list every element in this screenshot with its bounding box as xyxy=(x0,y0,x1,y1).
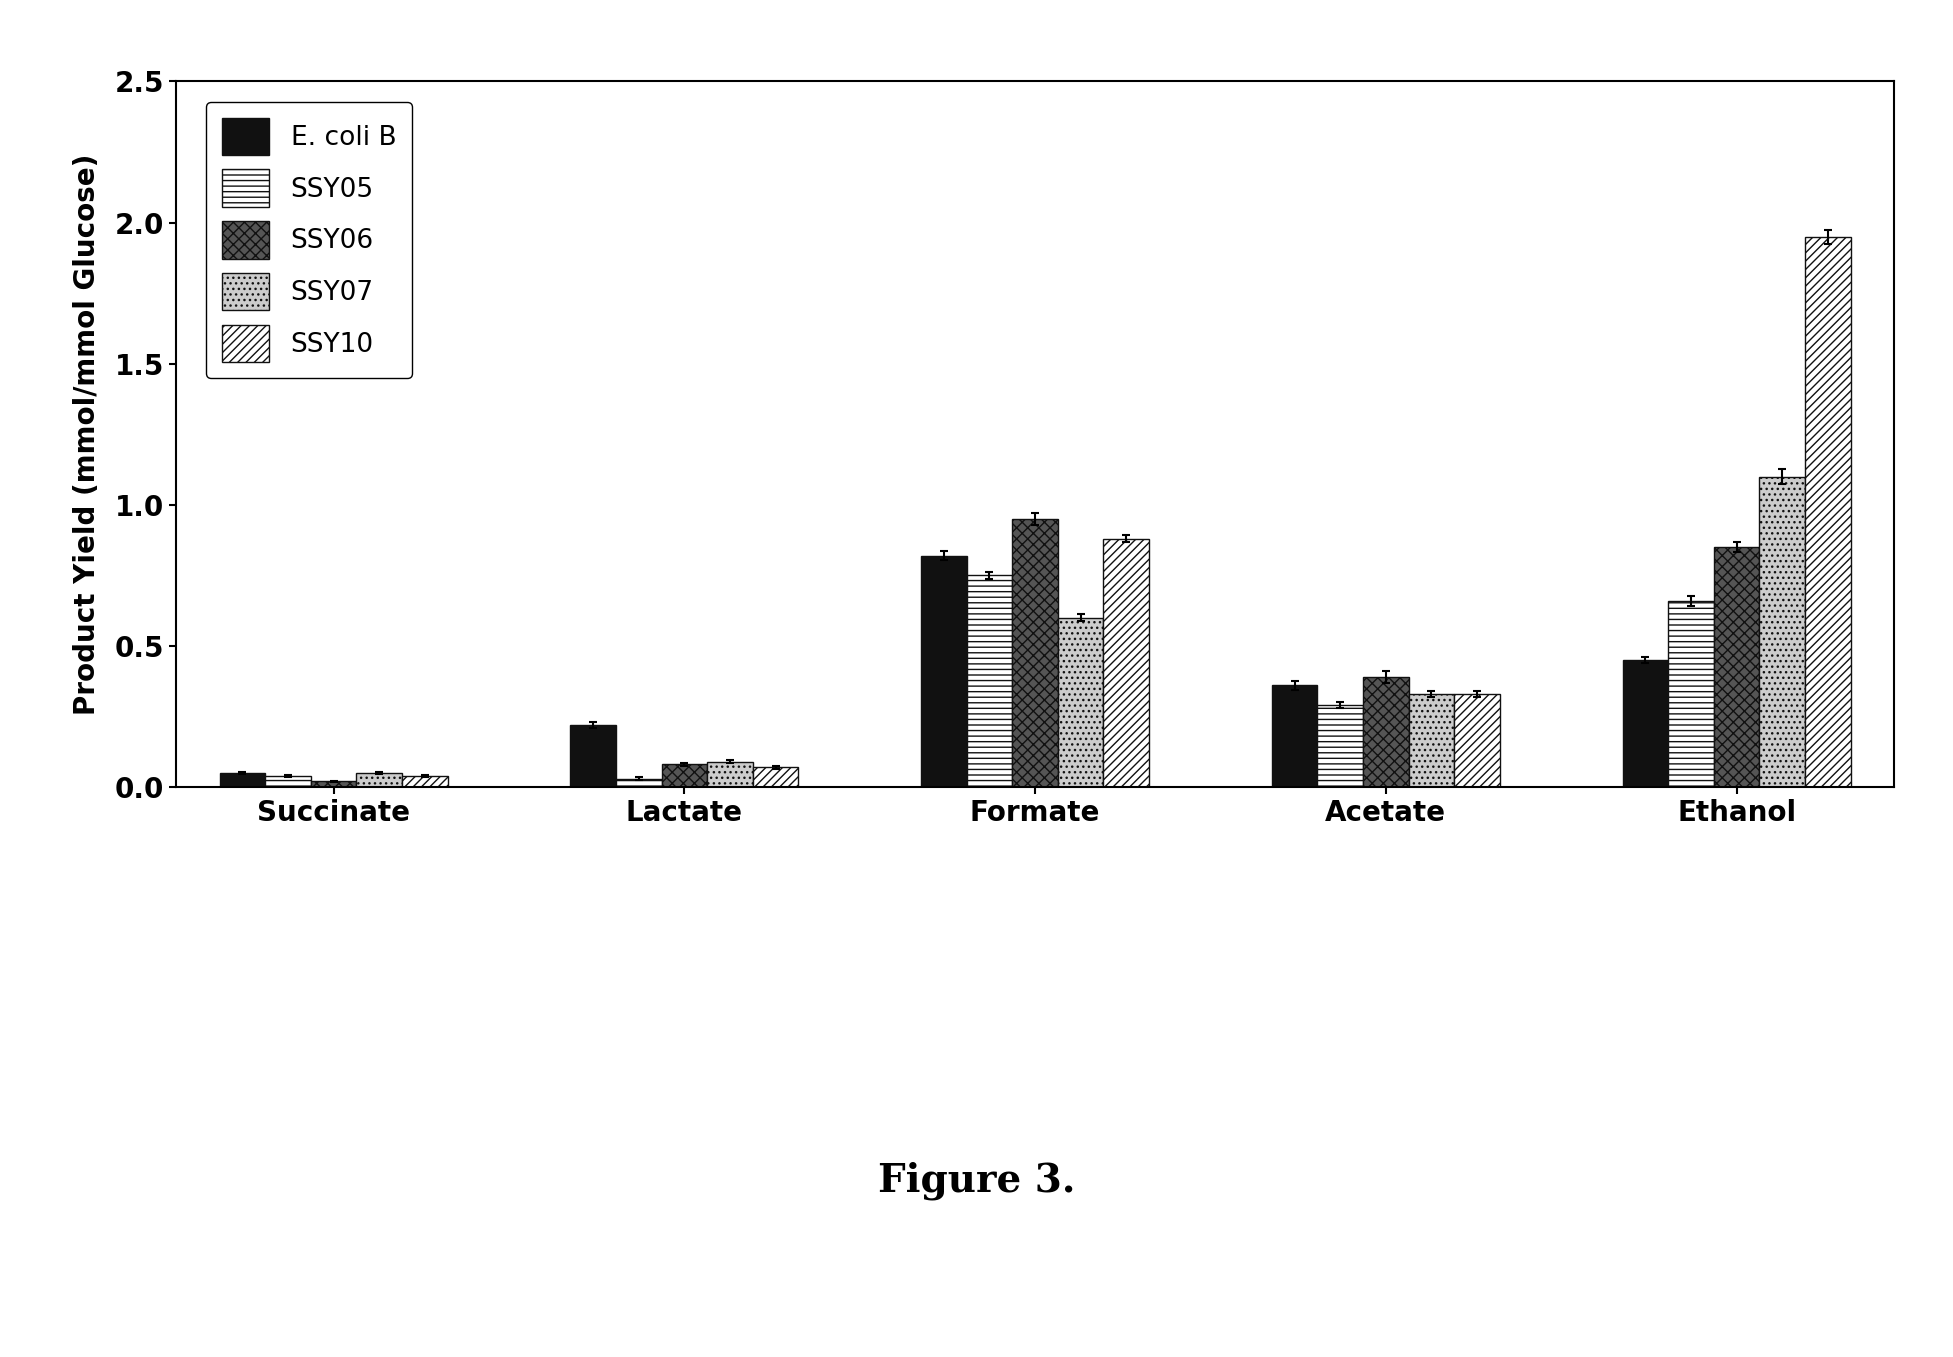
Bar xyxy=(967,575,1012,787)
Bar xyxy=(1715,547,1760,787)
Bar xyxy=(1805,236,1851,787)
Bar xyxy=(219,773,266,787)
Bar xyxy=(615,779,662,787)
Bar xyxy=(402,776,447,787)
Bar xyxy=(266,776,311,787)
Bar xyxy=(355,773,402,787)
Legend: E. coli B, SSY05, SSY06, SSY07, SSY10: E. coli B, SSY05, SSY06, SSY07, SSY10 xyxy=(207,102,412,379)
Bar xyxy=(311,782,355,787)
Bar xyxy=(1668,601,1715,787)
Bar xyxy=(1623,660,1668,787)
Bar xyxy=(1455,693,1500,787)
Bar xyxy=(922,555,967,787)
Bar xyxy=(1363,677,1408,787)
Bar xyxy=(1408,693,1455,787)
Bar xyxy=(1318,706,1363,787)
Bar xyxy=(1271,685,1318,787)
Bar xyxy=(570,725,615,787)
Bar xyxy=(707,761,752,787)
Bar xyxy=(1760,476,1805,787)
Bar xyxy=(662,764,707,787)
Bar xyxy=(752,767,799,787)
Text: Figure 3.: Figure 3. xyxy=(877,1162,1076,1200)
Y-axis label: Product Yield (mmol/mmol Glucose): Product Yield (mmol/mmol Glucose) xyxy=(72,153,100,715)
Bar xyxy=(1103,539,1148,787)
Bar xyxy=(1012,518,1059,787)
Bar xyxy=(1059,617,1103,787)
